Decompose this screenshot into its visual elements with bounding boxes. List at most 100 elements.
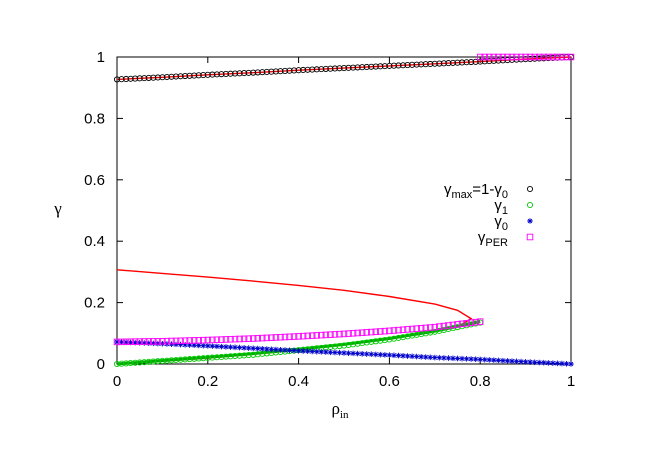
x-tick-label: 0: [113, 373, 121, 390]
data-point: [436, 60, 443, 67]
data-point: [535, 53, 543, 61]
data-point: [404, 333, 411, 340]
data-point: [141, 75, 148, 82]
data-point: [145, 74, 152, 81]
data-point: [154, 74, 161, 81]
data-point: [432, 354, 438, 361]
data-point: [331, 343, 338, 350]
data-point: [431, 328, 438, 335]
data-point: [114, 339, 120, 345]
data-point: [427, 60, 434, 68]
data-point: [517, 53, 525, 61]
data-point: [341, 350, 347, 356]
data-point: [345, 330, 352, 337]
data-point: [264, 346, 270, 352]
data-point: [431, 60, 438, 67]
data-point: [490, 53, 498, 61]
data-point: [450, 355, 456, 362]
data-point: [168, 337, 175, 345]
data-point: [386, 352, 393, 358]
data-point: [190, 337, 198, 344]
data-point: [463, 320, 470, 327]
data-point: [250, 69, 257, 76]
data-point: [113, 76, 121, 83]
data-point: [413, 331, 420, 338]
data-point: [559, 360, 565, 367]
series-star-0000cc: [114, 339, 574, 367]
data-point: [177, 356, 184, 363]
data-point: [399, 62, 407, 69]
data-point: [286, 333, 293, 341]
legend-marker: [526, 185, 534, 193]
data-point: [358, 329, 366, 336]
data-point: [140, 338, 148, 345]
data-point: [282, 347, 288, 353]
y-tick-label: 0: [97, 356, 105, 373]
data-point: [223, 344, 229, 350]
data-point: [377, 328, 384, 335]
data-point: [427, 324, 434, 331]
data-point: [418, 354, 424, 360]
data-point: [163, 357, 170, 364]
data-point: [377, 337, 384, 344]
data-point: [404, 353, 411, 359]
data-point: [168, 357, 175, 364]
x-axis-label: ρin: [331, 399, 349, 421]
data-point: [186, 356, 193, 363]
data-point: [472, 356, 479, 363]
data-point: [245, 352, 252, 359]
data-point: [417, 325, 425, 332]
data-point: [395, 326, 402, 334]
data-point: [468, 58, 475, 66]
data-point: [200, 72, 207, 79]
data-point: [240, 335, 248, 343]
data-point: [200, 355, 207, 362]
data-point: [268, 68, 275, 75]
data-point: [259, 334, 266, 342]
data-point: [232, 344, 238, 351]
data-point: [218, 343, 225, 350]
data-point: [200, 336, 207, 344]
data-point: [368, 63, 375, 70]
data-point: [322, 65, 329, 72]
data-point: [213, 354, 220, 361]
data-point: [150, 358, 157, 365]
data-point: [336, 342, 343, 350]
data-point: [236, 70, 243, 77]
data-point: [218, 353, 225, 360]
data-point: [500, 357, 506, 364]
data-point: [368, 351, 375, 358]
data-point: [386, 62, 393, 69]
data-point: [359, 351, 365, 357]
data-point: [372, 351, 379, 358]
data-point: [313, 66, 320, 73]
data-point: [449, 59, 457, 66]
data-point: [491, 357, 497, 363]
data-point: [236, 344, 243, 351]
data-point: [127, 75, 134, 82]
data-point: [150, 340, 157, 347]
series-square-ff00ff: [113, 53, 575, 346]
data-point: [273, 346, 279, 353]
data-point: [218, 336, 225, 343]
data-point: [390, 335, 397, 342]
data-point: [290, 333, 298, 340]
data-point: [345, 64, 352, 71]
data-point: [136, 75, 143, 82]
data-point: [400, 353, 406, 359]
data-point: [567, 53, 575, 61]
data-point: [200, 342, 207, 349]
data-point: [236, 352, 243, 359]
data-point: [331, 65, 338, 72]
data-point: [118, 339, 125, 345]
data-point: [449, 321, 457, 329]
data-point: [123, 75, 130, 83]
data-point: [458, 59, 466, 66]
data-point: [504, 358, 511, 364]
data-point: [309, 66, 316, 73]
data-point: [363, 351, 370, 357]
data-point: [132, 75, 139, 82]
plot-area: [116, 56, 572, 365]
data-point: [363, 339, 370, 346]
